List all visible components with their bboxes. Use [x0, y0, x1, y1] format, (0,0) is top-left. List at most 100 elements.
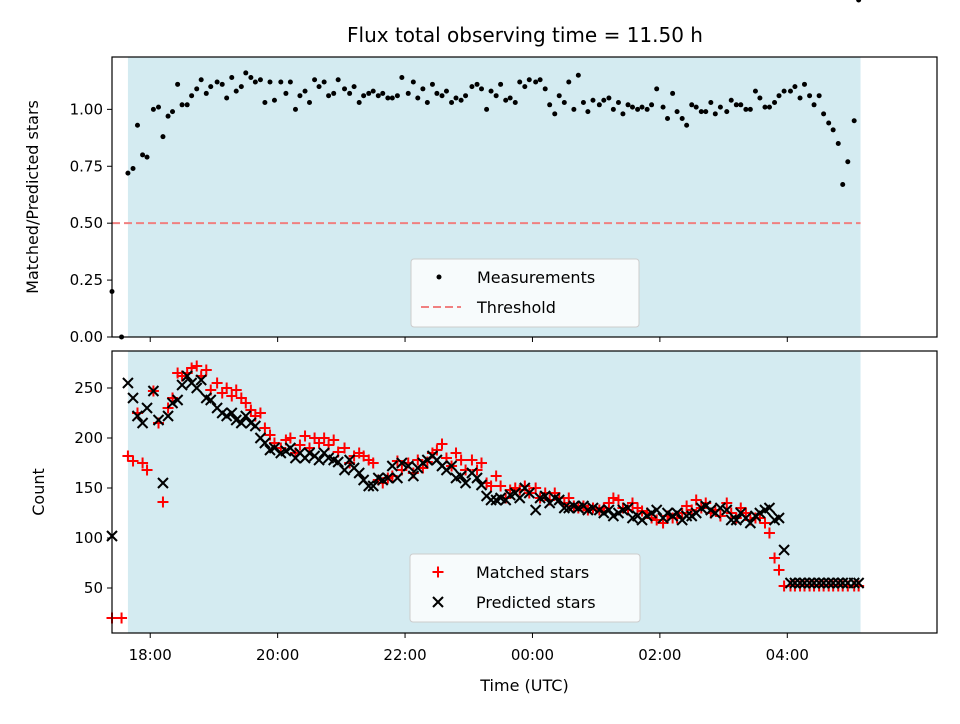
x-tick-label: 04:00 — [766, 646, 809, 664]
chart-title: Flux total observing time = 11.50 h — [347, 23, 703, 47]
predicted-star-point — [136, 417, 149, 429]
measurement-point — [405, 90, 411, 96]
measurement-point — [498, 81, 504, 87]
measurement-point — [684, 122, 690, 128]
measurement-point — [851, 118, 857, 124]
predicted-star-point — [220, 410, 233, 422]
threshold-legend-label: Threshold — [476, 298, 556, 317]
predicted-star-point — [558, 502, 571, 514]
count-panel: 50 100 150 200 250 18:00 20:00 22:00 00:00 02:00 0… — [29, 350, 938, 695]
measurement-point — [670, 90, 676, 96]
predicted-star-point — [386, 460, 399, 472]
predicted-star-point — [181, 370, 193, 382]
predicted-star-point — [603, 504, 615, 516]
measurement-point — [198, 77, 204, 83]
measurement-point — [708, 100, 714, 106]
measurement-point — [443, 88, 449, 94]
matched-star-point — [686, 504, 698, 516]
measurement-point — [757, 95, 763, 101]
predicted-star-point — [832, 577, 844, 589]
measurement-point — [561, 100, 567, 106]
measurement-point — [747, 106, 753, 112]
measurement-point — [224, 95, 230, 101]
measurement-point — [399, 74, 405, 80]
predicted-star-point — [808, 577, 820, 589]
predicted-star-point — [338, 464, 351, 476]
measurements-legend-label: Measurements — [477, 268, 595, 287]
legend-x — [432, 596, 444, 608]
predicted-star-point — [382, 472, 394, 484]
matched-star-point — [714, 510, 726, 522]
predicted-star-point — [284, 442, 297, 454]
measurement-point — [840, 181, 846, 187]
measurement-point — [601, 97, 607, 103]
predicted-star-point — [539, 490, 551, 502]
measurement-point — [811, 102, 817, 108]
y-tick-label: 0.50 — [70, 214, 103, 232]
measurement-point — [219, 81, 225, 87]
measurement-point — [203, 90, 209, 96]
measurement-point — [420, 86, 426, 92]
matched-star-point — [725, 507, 737, 519]
measurement-point — [635, 106, 641, 112]
y-tick-label: 100 — [74, 529, 103, 547]
measurement-point — [571, 106, 577, 112]
measurement-point — [533, 79, 539, 85]
y-tick-label: 50 — [84, 579, 103, 597]
measurement-point — [331, 90, 337, 96]
y-tick-label: 0.25 — [70, 271, 103, 289]
predicted-star-point — [445, 460, 458, 472]
predicted-star-point — [794, 577, 806, 589]
predicted-star-point — [661, 507, 674, 519]
measurement-point — [262, 100, 268, 106]
x-tick-label: 00:00 — [511, 646, 554, 664]
measurement-point — [410, 79, 416, 85]
measurement-point — [556, 93, 562, 99]
measurement-point — [130, 166, 136, 172]
measurement-point — [292, 106, 298, 112]
predicted-star-point — [471, 472, 483, 484]
matched-star-point — [294, 439, 306, 451]
measurement-point — [140, 152, 146, 158]
predicted-star-point — [529, 504, 542, 516]
matched-star-point — [676, 507, 688, 519]
matched-star-point — [412, 454, 424, 466]
x-tick-label: 20:00 — [256, 646, 299, 664]
matched-star-point — [240, 397, 252, 409]
measurement-point — [385, 95, 391, 101]
predicted-star-point — [249, 420, 262, 432]
matched-star-point — [318, 432, 330, 444]
measurement-point — [424, 100, 430, 106]
measurement-point — [415, 95, 421, 101]
matched-star-point — [157, 496, 169, 508]
measurement-point — [766, 104, 772, 110]
measurement-point — [194, 86, 200, 92]
measurement-point — [243, 70, 249, 76]
matched-star-point — [431, 444, 443, 456]
measurement-point — [366, 90, 372, 96]
predicted-star-point — [191, 382, 203, 394]
matched-star-point — [455, 454, 467, 466]
measurement-point — [326, 93, 332, 99]
predicted-star-point — [407, 470, 420, 482]
measurement-point — [316, 84, 322, 90]
matched-legend-marker — [432, 566, 444, 578]
measurement-point — [156, 104, 162, 110]
predicted-star-point — [485, 494, 497, 506]
measurement-point — [463, 93, 469, 99]
measurement-point — [474, 81, 480, 87]
measurement-point — [693, 104, 699, 110]
x-axis-label: Time (UTC) — [479, 676, 568, 695]
predicted-star-point — [587, 502, 599, 514]
measurement-point — [375, 93, 381, 99]
measurement-point — [522, 84, 528, 90]
matched-star-point — [769, 552, 781, 564]
predicted-star-point — [798, 577, 811, 589]
measurement-point — [552, 111, 558, 117]
measurement-point — [724, 109, 730, 115]
measurement-point — [526, 77, 532, 83]
measurement-point — [821, 111, 827, 117]
predicted-star-point — [645, 507, 658, 519]
matched-star-point — [313, 437, 325, 449]
count-legend-box — [409, 553, 641, 623]
